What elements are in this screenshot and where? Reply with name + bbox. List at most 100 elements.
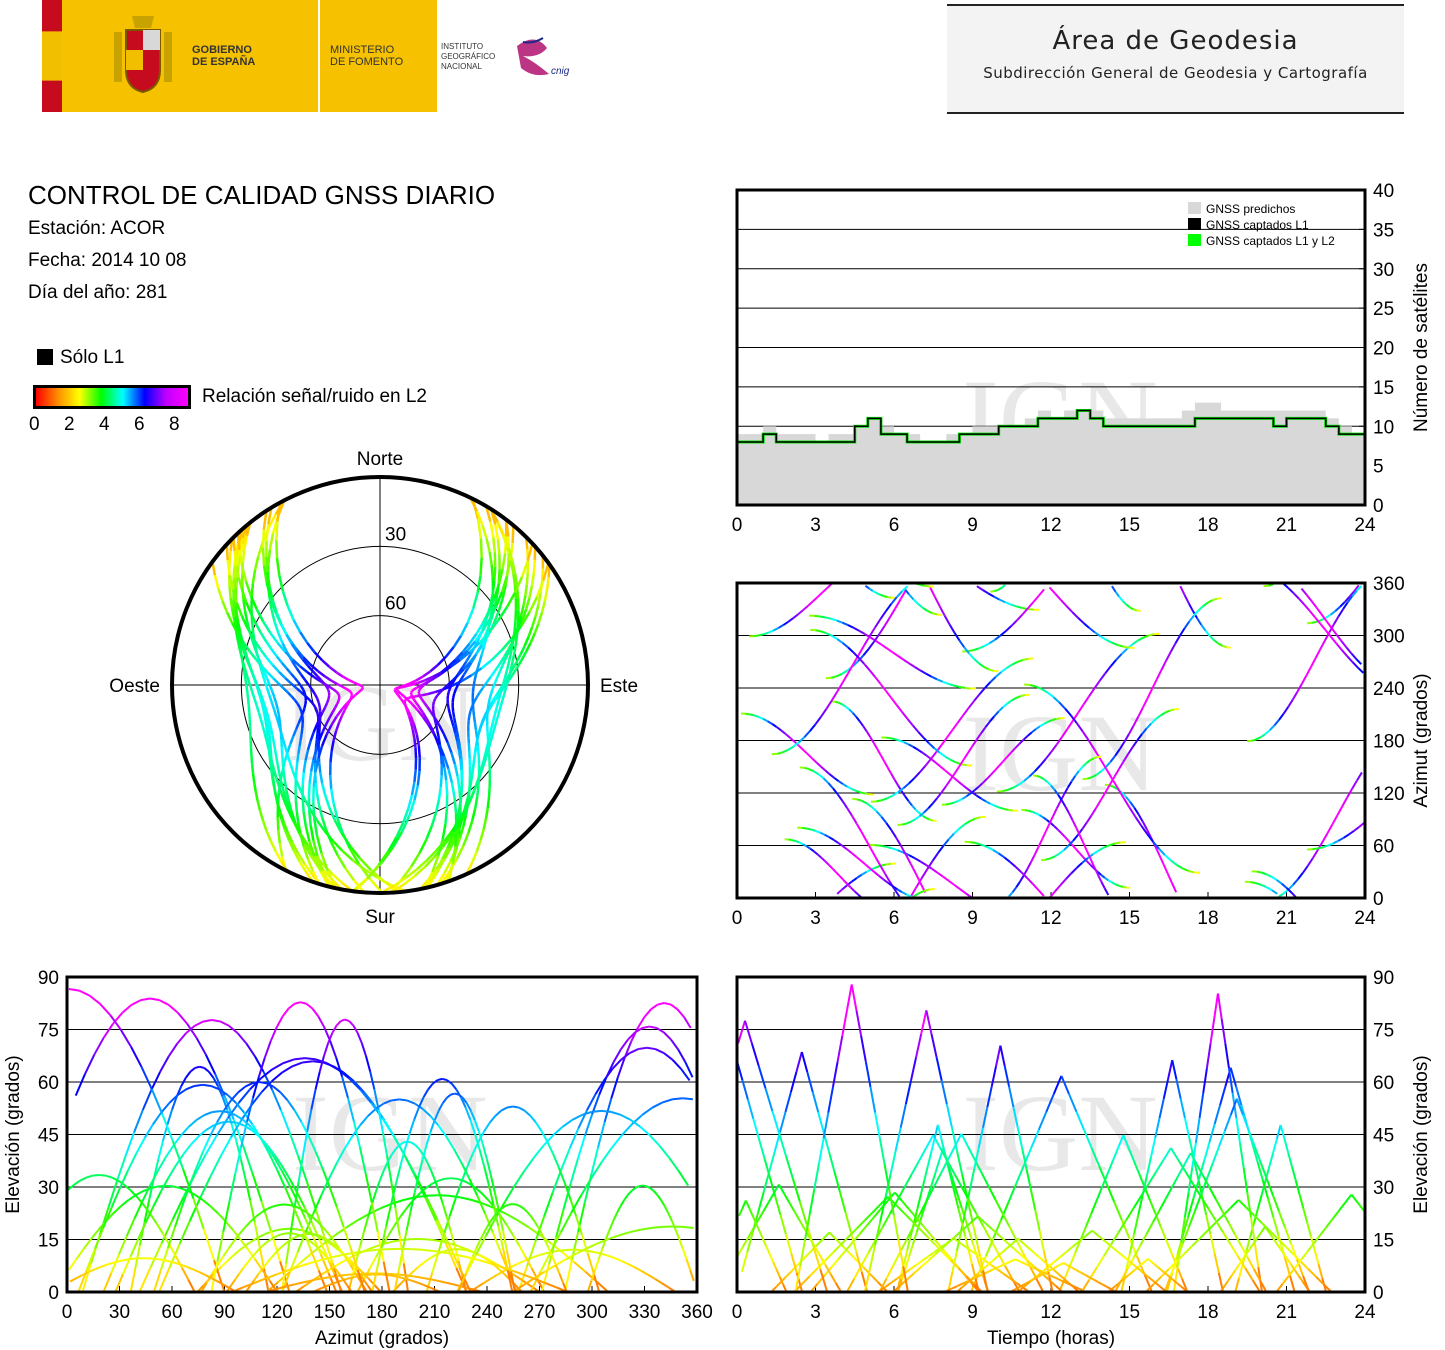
elaz-track-seg bbox=[160, 1102, 171, 1114]
elt-track-seg bbox=[1150, 1260, 1156, 1266]
elt-track-seg bbox=[1169, 1259, 1178, 1277]
elaz-track-seg bbox=[513, 1170, 526, 1187]
az-track-seg bbox=[1077, 616, 1085, 624]
sky-track-seg bbox=[457, 811, 466, 823]
elaz-track-seg bbox=[168, 1243, 177, 1257]
elaz-track-seg bbox=[177, 1012, 188, 1025]
az-track-seg bbox=[1145, 722, 1152, 730]
sky-track-seg bbox=[413, 785, 420, 801]
az-track-seg bbox=[819, 831, 826, 836]
sky-track-seg bbox=[297, 852, 306, 865]
elaz-track-seg bbox=[444, 1177, 451, 1180]
sky-track-seg bbox=[439, 775, 443, 788]
sky-track-seg bbox=[413, 769, 417, 783]
sky-track-seg bbox=[485, 606, 492, 619]
elt-track-seg bbox=[1229, 1243, 1239, 1257]
sky-track-seg bbox=[257, 691, 262, 699]
elaz-track-seg bbox=[159, 1177, 170, 1193]
sky-track-seg bbox=[486, 621, 492, 632]
elt-track-seg bbox=[1016, 1127, 1024, 1149]
az-track-seg bbox=[814, 614, 821, 618]
elt-track-seg bbox=[818, 1236, 826, 1244]
elaz-track-seg bbox=[656, 1194, 662, 1201]
az-track-seg bbox=[1319, 640, 1326, 650]
elaz-track-seg bbox=[261, 1262, 268, 1269]
elt-track-seg bbox=[1030, 1129, 1040, 1149]
elt-track-seg bbox=[844, 1241, 854, 1252]
az-track-seg bbox=[1067, 780, 1073, 789]
elaz-track-seg bbox=[608, 1234, 620, 1240]
az-track-seg bbox=[1053, 825, 1059, 831]
x-tick-label: 15 bbox=[1119, 1302, 1140, 1323]
elt-track-seg bbox=[1159, 1226, 1168, 1241]
elaz-track-seg bbox=[554, 1258, 567, 1267]
elt-track-seg bbox=[1008, 1258, 1016, 1263]
sky-track-seg bbox=[309, 825, 315, 841]
az-track-seg bbox=[902, 782, 910, 789]
az-track-seg bbox=[845, 705, 850, 711]
az-track-seg bbox=[1111, 881, 1117, 886]
sky-track-seg bbox=[498, 683, 505, 692]
az-track-seg bbox=[906, 718, 914, 727]
elaz-track-seg bbox=[600, 1147, 613, 1163]
sky-track-seg bbox=[447, 708, 452, 714]
sky-track-seg bbox=[255, 705, 261, 713]
sky-track-seg bbox=[324, 829, 333, 843]
sky-track-seg bbox=[283, 780, 288, 791]
az-track-seg bbox=[852, 797, 858, 801]
elt-track-seg bbox=[1113, 1201, 1123, 1221]
sky-track-seg bbox=[269, 840, 277, 852]
elaz-track-seg bbox=[662, 1098, 673, 1104]
sky-track-seg bbox=[496, 521, 505, 536]
elt-track-seg bbox=[913, 1266, 922, 1274]
elaz-track-seg bbox=[222, 1247, 230, 1257]
snr-tick: 2 bbox=[64, 414, 75, 435]
az-track-seg bbox=[910, 886, 918, 897]
sky-track-seg bbox=[426, 706, 433, 713]
elt-track-seg bbox=[984, 1259, 993, 1267]
az-track-seg bbox=[907, 800, 913, 807]
sky-track-seg bbox=[469, 706, 474, 712]
y-tick-label: 5 bbox=[1373, 457, 1384, 478]
elaz-track-seg bbox=[230, 1091, 239, 1101]
elt-track-seg bbox=[1072, 1240, 1081, 1247]
az-track-seg bbox=[1197, 605, 1204, 612]
az-track-seg bbox=[1107, 879, 1113, 884]
elt-track-seg bbox=[1164, 1187, 1173, 1200]
south-label: Sur bbox=[365, 907, 395, 928]
az-track-seg bbox=[830, 617, 838, 622]
elaz-track-seg bbox=[434, 1220, 447, 1245]
elt-track-seg bbox=[1288, 1273, 1296, 1293]
sky-track-seg bbox=[281, 642, 289, 654]
sky-track-seg bbox=[531, 615, 537, 628]
sky-track-seg bbox=[444, 808, 449, 825]
az-track-seg bbox=[1113, 768, 1120, 778]
elaz-track-seg bbox=[227, 1254, 235, 1262]
elt-track-seg bbox=[1058, 1273, 1065, 1280]
az-track-seg bbox=[1033, 846, 1040, 856]
az-track-seg bbox=[1012, 783, 1020, 789]
elt-track-seg bbox=[940, 1138, 946, 1153]
sky-track-seg bbox=[462, 832, 470, 847]
elt-track-seg bbox=[961, 1282, 968, 1289]
elaz-track-seg bbox=[310, 1222, 321, 1240]
elt-track-seg bbox=[894, 1127, 902, 1152]
elaz-track-seg bbox=[497, 1207, 503, 1213]
sky-track-seg bbox=[282, 687, 289, 694]
elt-track-seg bbox=[1101, 1173, 1109, 1188]
sky-track-seg bbox=[273, 696, 278, 704]
sky-track-seg bbox=[290, 682, 298, 690]
elt-track-seg bbox=[878, 1138, 886, 1165]
elaz-track-seg bbox=[515, 1203, 521, 1207]
elaz-track-seg bbox=[284, 1188, 295, 1209]
sky-track-seg bbox=[265, 656, 274, 666]
az-track-seg bbox=[1035, 725, 1041, 730]
elt-track-seg bbox=[1184, 1171, 1195, 1185]
sky-track-seg bbox=[474, 744, 478, 752]
elaz-track-seg bbox=[297, 1155, 304, 1182]
elaz-track-seg bbox=[94, 1227, 105, 1250]
az-track-seg bbox=[1336, 805, 1344, 816]
elaz-track-seg bbox=[315, 1277, 324, 1281]
elaz-track-seg bbox=[418, 1282, 424, 1286]
az-track-seg bbox=[1158, 854, 1165, 865]
